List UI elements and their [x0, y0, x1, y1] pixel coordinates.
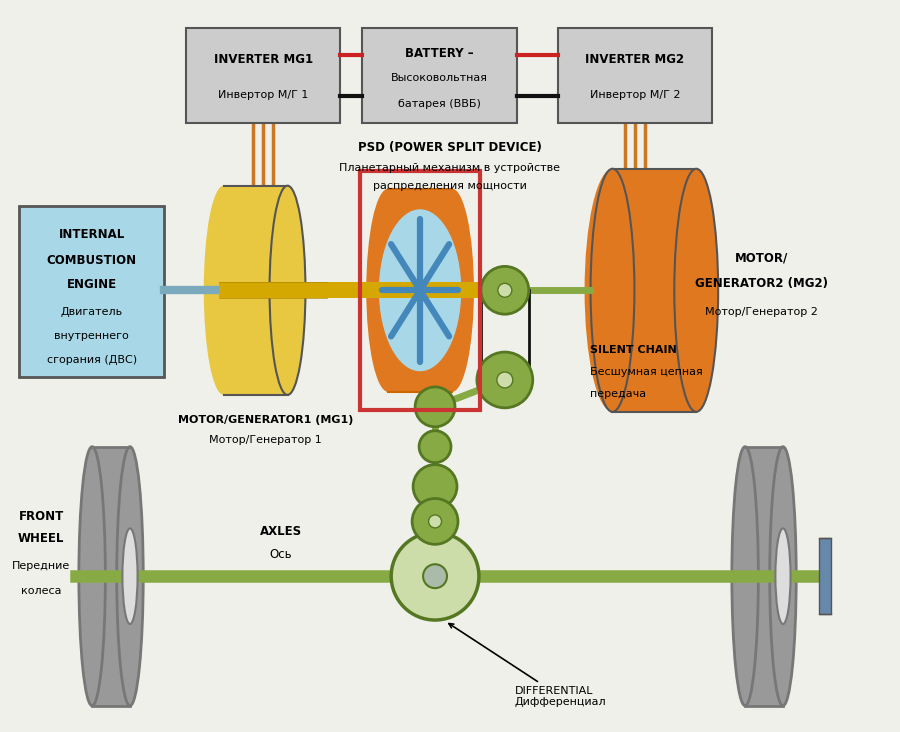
Text: Мотор/Генератор 2: Мотор/Генератор 2	[705, 307, 817, 317]
Text: AXLES: AXLES	[259, 525, 302, 538]
Ellipse shape	[776, 529, 790, 624]
Bar	[819, 538, 831, 614]
Circle shape	[498, 283, 512, 297]
Bar	[745, 447, 783, 706]
Text: FRONT: FRONT	[19, 510, 64, 523]
Ellipse shape	[366, 189, 410, 392]
Circle shape	[415, 387, 455, 427]
Text: Мотор/Генератор 1: Мотор/Генератор 1	[209, 435, 322, 445]
FancyBboxPatch shape	[363, 29, 517, 123]
Text: PSD (POWER SPLIT DEVICE): PSD (POWER SPLIT DEVICE)	[358, 141, 542, 154]
Ellipse shape	[770, 447, 796, 706]
FancyBboxPatch shape	[19, 206, 164, 377]
Ellipse shape	[79, 447, 105, 706]
Ellipse shape	[590, 169, 634, 412]
Circle shape	[477, 352, 533, 408]
Bar	[224, 186, 287, 395]
Text: INTERNAL: INTERNAL	[58, 228, 125, 242]
Text: INVERTER MG1: INVERTER MG1	[213, 53, 312, 66]
Bar	[326, 283, 512, 298]
Text: DIFFERENTIAL
Дифференциал: DIFFERENTIAL Дифференциал	[449, 624, 607, 707]
Circle shape	[428, 515, 442, 528]
Circle shape	[419, 430, 451, 463]
Text: Бесшумная цепная: Бесшумная цепная	[590, 367, 702, 377]
Bar	[613, 169, 697, 412]
Ellipse shape	[430, 189, 474, 392]
Text: Высоковольтная: Высоковольтная	[391, 73, 488, 83]
Text: BATTERY –: BATTERY –	[405, 48, 473, 60]
Circle shape	[481, 266, 529, 314]
Text: WHEEL: WHEEL	[18, 532, 65, 545]
Bar	[219, 283, 332, 298]
Circle shape	[412, 498, 458, 545]
Text: распределения мощности: распределения мощности	[374, 181, 526, 191]
Ellipse shape	[585, 169, 641, 412]
Ellipse shape	[203, 186, 244, 395]
Text: Ось: Ось	[269, 548, 292, 561]
Text: Планетарный механизм в устройстве: Планетарный механизм в устройстве	[339, 163, 561, 173]
Ellipse shape	[122, 529, 138, 624]
FancyBboxPatch shape	[558, 29, 712, 123]
Circle shape	[392, 532, 479, 620]
Text: сгорания (ДВС): сгорания (ДВС)	[47, 355, 137, 365]
Text: MOTOR/: MOTOR/	[734, 252, 788, 265]
Text: Инвертор М/Г 1: Инвертор М/Г 1	[218, 89, 309, 100]
Ellipse shape	[79, 447, 105, 706]
Text: COMBUSTION: COMBUSTION	[47, 254, 137, 267]
Ellipse shape	[732, 447, 759, 706]
Text: колеса: колеса	[21, 586, 61, 596]
FancyBboxPatch shape	[185, 29, 340, 123]
Text: батарея (ВВБ): батарея (ВВБ)	[398, 99, 481, 109]
Text: передача: передача	[590, 389, 645, 399]
Text: Инвертор М/Г 2: Инвертор М/Г 2	[590, 89, 680, 100]
Circle shape	[413, 465, 457, 509]
Text: GENERATOR2 (MG2): GENERATOR2 (MG2)	[695, 277, 827, 290]
Ellipse shape	[732, 447, 759, 706]
Text: SILENT CHAIN: SILENT CHAIN	[590, 345, 676, 355]
Text: INVERTER MG2: INVERTER MG2	[585, 53, 685, 66]
Circle shape	[497, 372, 513, 388]
Ellipse shape	[270, 186, 305, 395]
Text: Передние: Передние	[12, 561, 70, 571]
Text: Двигатель: Двигатель	[60, 307, 122, 317]
Text: ENGINE: ENGINE	[67, 278, 117, 291]
Ellipse shape	[674, 169, 718, 412]
Bar	[388, 189, 452, 392]
Text: внутреннего: внутреннего	[54, 331, 129, 341]
Text: MOTOR/GENERATOR1 (MG1): MOTOR/GENERATOR1 (MG1)	[178, 415, 354, 425]
Bar	[92, 447, 130, 706]
Ellipse shape	[378, 209, 462, 372]
Circle shape	[423, 564, 447, 588]
Ellipse shape	[117, 447, 143, 706]
